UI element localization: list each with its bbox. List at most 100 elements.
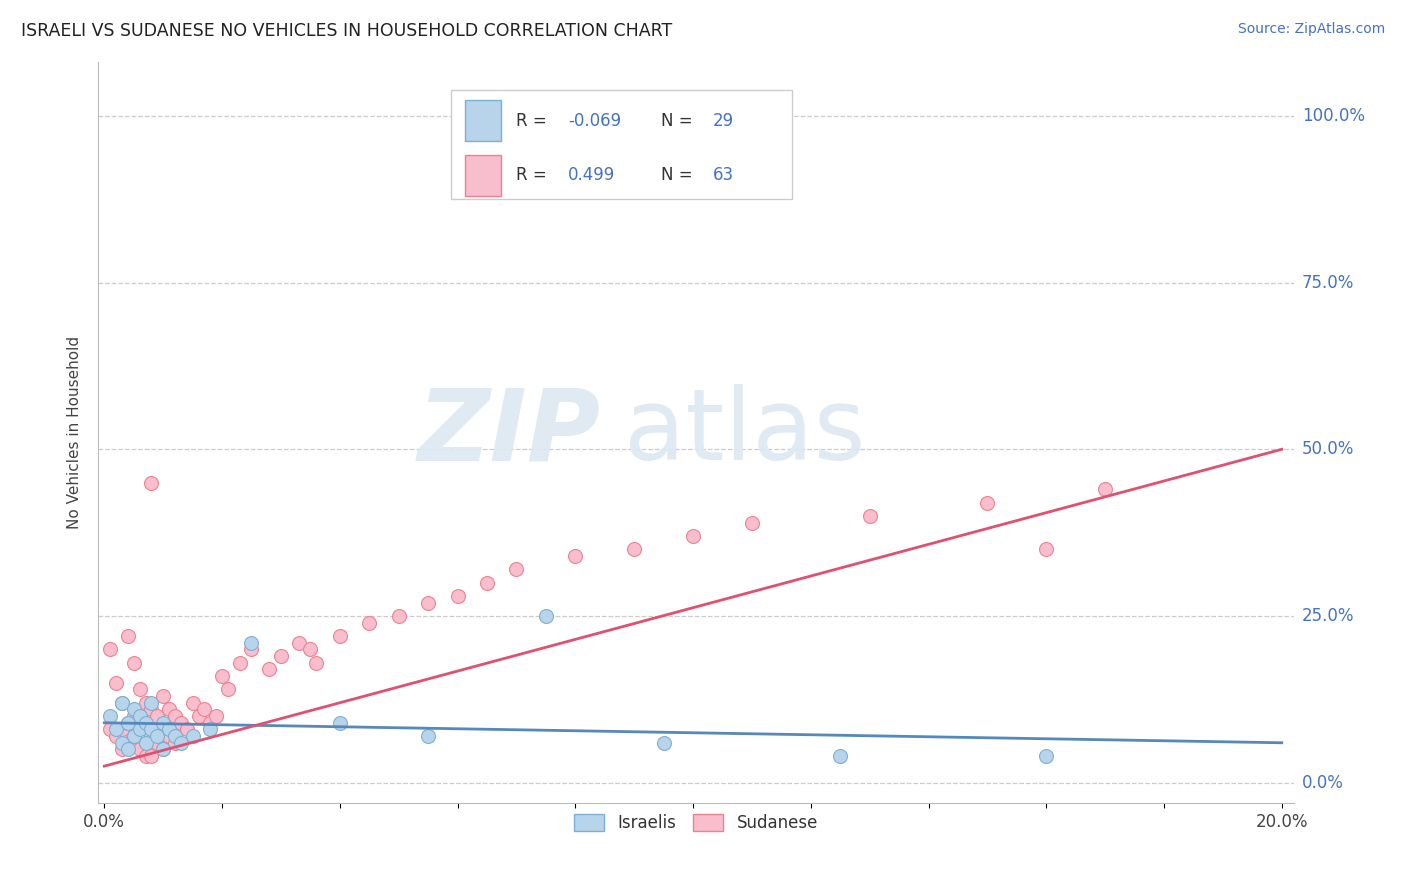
Point bbox=[388, 609, 411, 624]
Point bbox=[187, 709, 209, 723]
Point bbox=[134, 736, 156, 750]
Point bbox=[163, 709, 186, 723]
Y-axis label: No Vehicles in Household: No Vehicles in Household bbox=[67, 336, 83, 529]
Point bbox=[128, 715, 150, 730]
Point bbox=[623, 542, 645, 557]
Point bbox=[122, 709, 145, 723]
Text: -0.069: -0.069 bbox=[568, 112, 621, 129]
Point bbox=[416, 729, 439, 743]
Point bbox=[128, 723, 150, 737]
Point bbox=[98, 723, 121, 737]
Point bbox=[976, 496, 998, 510]
Point bbox=[157, 723, 180, 737]
Point bbox=[446, 589, 468, 603]
Point bbox=[305, 656, 328, 670]
Text: 100.0%: 100.0% bbox=[1302, 107, 1365, 125]
Point bbox=[146, 736, 169, 750]
Point bbox=[111, 736, 134, 750]
Point bbox=[257, 662, 280, 676]
Point bbox=[270, 648, 292, 663]
Point bbox=[475, 575, 498, 590]
Point bbox=[1035, 542, 1057, 557]
Text: 0.0%: 0.0% bbox=[1302, 773, 1344, 792]
Point bbox=[830, 749, 852, 764]
Point bbox=[240, 636, 263, 650]
Point bbox=[193, 702, 215, 716]
Point bbox=[141, 696, 163, 710]
Point bbox=[134, 723, 156, 737]
Point bbox=[1035, 749, 1057, 764]
Point bbox=[211, 669, 233, 683]
Text: ISRAELI VS SUDANESE NO VEHICLES IN HOUSEHOLD CORRELATION CHART: ISRAELI VS SUDANESE NO VEHICLES IN HOUSE… bbox=[21, 22, 672, 40]
Point bbox=[181, 729, 204, 743]
Point bbox=[163, 729, 186, 743]
Point bbox=[128, 682, 150, 697]
Text: R =: R = bbox=[516, 112, 551, 129]
Point bbox=[287, 636, 309, 650]
Point bbox=[134, 715, 156, 730]
Point bbox=[98, 642, 121, 657]
Point bbox=[128, 742, 150, 756]
Point bbox=[228, 656, 250, 670]
Point bbox=[134, 749, 156, 764]
Point bbox=[141, 702, 163, 716]
Point bbox=[152, 689, 174, 703]
Point bbox=[564, 549, 586, 563]
Text: R =: R = bbox=[516, 166, 551, 185]
Point bbox=[359, 615, 381, 630]
Point bbox=[200, 723, 222, 737]
Point bbox=[240, 642, 263, 657]
FancyBboxPatch shape bbox=[451, 90, 792, 200]
Bar bbox=[465, 100, 501, 141]
Point bbox=[200, 715, 222, 730]
Point bbox=[299, 642, 322, 657]
Text: 75.0%: 75.0% bbox=[1302, 274, 1354, 292]
Point bbox=[122, 702, 145, 716]
Point bbox=[134, 696, 156, 710]
Point bbox=[111, 696, 134, 710]
Point bbox=[141, 749, 163, 764]
Point bbox=[122, 736, 145, 750]
Point bbox=[205, 709, 228, 723]
Point bbox=[141, 475, 163, 490]
Point bbox=[534, 609, 557, 624]
Point bbox=[329, 715, 352, 730]
Point bbox=[105, 723, 128, 737]
Point bbox=[217, 682, 239, 697]
Bar bbox=[465, 155, 501, 195]
Point bbox=[122, 656, 145, 670]
Point bbox=[163, 736, 186, 750]
Point bbox=[146, 709, 169, 723]
Point bbox=[117, 715, 139, 730]
Point bbox=[128, 709, 150, 723]
Point bbox=[117, 742, 139, 756]
Text: atlas: atlas bbox=[624, 384, 866, 481]
Point bbox=[141, 729, 163, 743]
Point bbox=[117, 715, 139, 730]
Point bbox=[152, 723, 174, 737]
Point bbox=[152, 742, 174, 756]
Point bbox=[111, 696, 134, 710]
Point bbox=[859, 508, 882, 523]
Point bbox=[652, 736, 675, 750]
Point bbox=[416, 596, 439, 610]
Point bbox=[741, 516, 763, 530]
Point bbox=[122, 729, 145, 743]
Point bbox=[105, 675, 128, 690]
Text: ZIP: ZIP bbox=[418, 384, 600, 481]
Point bbox=[111, 723, 134, 737]
Point bbox=[152, 715, 174, 730]
Point bbox=[170, 715, 193, 730]
Point bbox=[329, 629, 352, 643]
Point bbox=[170, 736, 193, 750]
Point bbox=[146, 729, 169, 743]
Point bbox=[98, 709, 121, 723]
Point bbox=[117, 736, 139, 750]
Text: 50.0%: 50.0% bbox=[1302, 441, 1354, 458]
Point bbox=[1094, 483, 1116, 497]
Point bbox=[105, 729, 128, 743]
Text: 63: 63 bbox=[713, 166, 734, 185]
Text: 25.0%: 25.0% bbox=[1302, 607, 1354, 625]
Text: N =: N = bbox=[661, 112, 699, 129]
Text: N =: N = bbox=[661, 166, 699, 185]
